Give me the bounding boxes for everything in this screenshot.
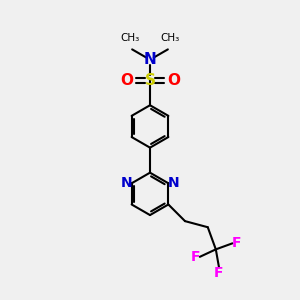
Text: N: N: [121, 176, 132, 190]
Text: S: S: [145, 73, 155, 88]
Text: N: N: [168, 176, 179, 190]
Text: F: F: [190, 250, 200, 264]
Text: F: F: [214, 266, 224, 280]
Text: N: N: [144, 52, 156, 67]
Text: CH₃: CH₃: [160, 33, 179, 43]
Text: CH₃: CH₃: [121, 33, 140, 43]
Text: O: O: [167, 73, 180, 88]
Text: O: O: [120, 73, 133, 88]
Text: F: F: [232, 236, 242, 250]
